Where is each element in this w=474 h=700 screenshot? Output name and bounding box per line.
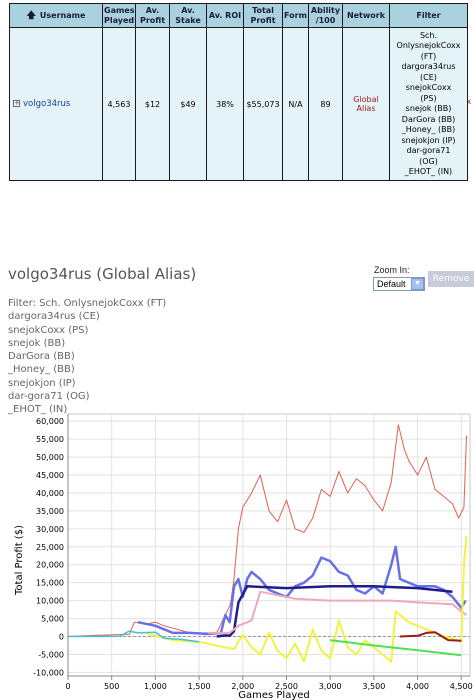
series-line-2: [137, 545, 467, 636]
y-tick-label: 55,000: [36, 435, 64, 444]
x-tick-label: 3,000: [319, 682, 342, 691]
y-tick-label: 60,000: [36, 417, 64, 426]
x-tick-label: 500: [104, 682, 119, 691]
filter-line: (PS): [420, 93, 437, 103]
detail-filter-line: dargora34rus (CE): [8, 311, 100, 323]
up-arrow-icon[interactable]: 🡅: [26, 10, 36, 21]
chart-series: [67, 424, 468, 663]
series-line-3: [216, 585, 453, 638]
av-stake-header[interactable]: Av. Stake: [169, 3, 207, 28]
detail-filter-line: snejok (BB): [8, 337, 66, 349]
results-table: 🡅 Username Games Played Av. Profit Av. St…: [9, 3, 468, 181]
y-tick-label: 15,000: [36, 579, 64, 588]
detail-filter-line: snejokjon (IP): [8, 377, 76, 389]
x-tick-label: 1,500: [188, 682, 211, 691]
filter-line: Sch.: [419, 30, 438, 40]
filter-line: snejokjon (IP): [401, 135, 456, 145]
detail-filter-line: Filter: Sch. OnlysnejokCoxx (FT): [8, 298, 167, 309]
series-line-4: [207, 590, 468, 634]
games-played-cell: 4,563: [102, 27, 136, 181]
username-header[interactable]: 🡅 Username: [9, 3, 103, 28]
filter-line: dargora34rus: [401, 62, 456, 71]
filter-line: DarGora (BB): [401, 114, 456, 124]
filter-line: (FT): [420, 51, 437, 61]
x-tick-label: 3,500: [362, 682, 385, 691]
y-tick-label: -5,000: [38, 650, 64, 659]
form-cell: N/A: [282, 27, 309, 181]
series-line-8: [67, 630, 200, 643]
filter-line: _Honey_ (BB): [401, 125, 456, 134]
remove-button[interactable]: Remove: [428, 271, 474, 287]
y-tick-label: 25,000: [36, 543, 64, 552]
table-header-row: 🡅 Username Games Played Av. Profit Av. St…: [9, 3, 468, 28]
detail-filter-line: snejokCoxx (PS): [8, 324, 89, 336]
x-tick-label: 0: [65, 682, 70, 691]
expand-icon[interactable]: +: [13, 99, 20, 107]
filter-cell: Sch. OnlysnejokCoxx (FT) dargora34rus (C…: [389, 27, 468, 181]
y-tick-label: 20,000: [36, 561, 64, 570]
y-axis-label: Total Profit ($): [14, 525, 25, 596]
detail-filter-line: _EHOT_ (IN): [8, 404, 68, 416]
chevron-down-icon[interactable]: ▼: [411, 278, 424, 290]
filter-line: _EHOT_ (IN): [404, 167, 453, 176]
games-played-header[interactable]: Games Played: [102, 3, 136, 28]
x-tick-label: 1,000: [144, 682, 167, 691]
series-line-7: [400, 631, 462, 642]
username-link[interactable]: volgo34rus: [23, 99, 71, 109]
av-roi-header[interactable]: Av. ROI: [206, 3, 244, 28]
series-line-6: [330, 639, 462, 657]
zoom-label: Zoom In:: [374, 265, 410, 275]
detail-filter-line: dar-gora71 (OG): [8, 391, 90, 403]
filter-line: (OG): [419, 156, 438, 166]
y-tick-label: 5,000: [41, 615, 64, 624]
filter-line: snejok (BB): [405, 104, 452, 113]
profit-chart: -10,000 -5,000 0 5,000 10,000 15,000 20,000 25,…: [14, 413, 473, 700]
filter-line: dar-gora71: [406, 146, 451, 155]
y-tick-label: 10,000: [36, 597, 64, 606]
filter-header[interactable]: Filter: [389, 3, 468, 28]
network-header[interactable]: Network: [342, 3, 390, 28]
detail-title: volgo34rus (Global Alias): [8, 265, 197, 283]
filter-line: OnlysnejokCoxx: [396, 41, 461, 50]
x-tick-label: 4,500: [450, 682, 473, 691]
zoom-select[interactable]: Default ▼: [373, 277, 425, 291]
av-profit-header[interactable]: Av. Profit: [135, 3, 170, 28]
ability-header[interactable]: Ability /100: [308, 3, 343, 28]
table-row: + volgo34rus 4,563 $12 $49 38% $55,073 N/…: [9, 27, 468, 181]
remove-row-button[interactable]: x: [467, 97, 471, 106]
y-tick-label: 40,000: [36, 489, 64, 498]
chart-axes: -10,000 -5,000 0 5,000 10,000 15,000 20,000 25,…: [33, 414, 473, 691]
total-profit-cell: $55,073: [243, 27, 283, 181]
x-tick-label: 2,000: [231, 682, 254, 691]
filter-line: snejokCoxx: [405, 83, 452, 92]
form-header[interactable]: Form: [282, 3, 309, 28]
y-tick-label: 30,000: [36, 525, 64, 534]
av-profit-cell: $12: [135, 27, 170, 181]
x-tick-label: 4,000: [406, 682, 429, 691]
y-tick-label: 0: [59, 633, 64, 642]
network-cell: Global Alias: [342, 27, 390, 181]
zoom-select-value[interactable]: Default: [377, 279, 406, 289]
detail-filter-line: DarGora (BB): [8, 351, 75, 363]
username-cell: + volgo34rus: [9, 27, 103, 181]
series-line-1: [67, 424, 467, 637]
filter-line: (CE): [420, 72, 437, 82]
ability-cell: 89: [308, 27, 343, 181]
total-profit-header[interactable]: Total Profit: [243, 3, 283, 28]
detail-filter-line: _Honey_ (BB): [8, 364, 75, 376]
y-tick-label: -10,000: [33, 668, 64, 677]
av-roi-cell: 38%: [206, 27, 244, 181]
y-tick-label: 45,000: [36, 471, 64, 480]
detail-filter-list: Filter: Sch. OnlysnejokCoxx (FT) dargora…: [8, 297, 166, 417]
x-axis-label: Games Played: [238, 690, 310, 700]
y-tick-label: 35,000: [36, 507, 64, 516]
y-tick-label: 50,000: [36, 453, 64, 462]
x-tick-label: 2,500: [275, 682, 298, 691]
av-stake-cell: $49: [169, 27, 207, 181]
